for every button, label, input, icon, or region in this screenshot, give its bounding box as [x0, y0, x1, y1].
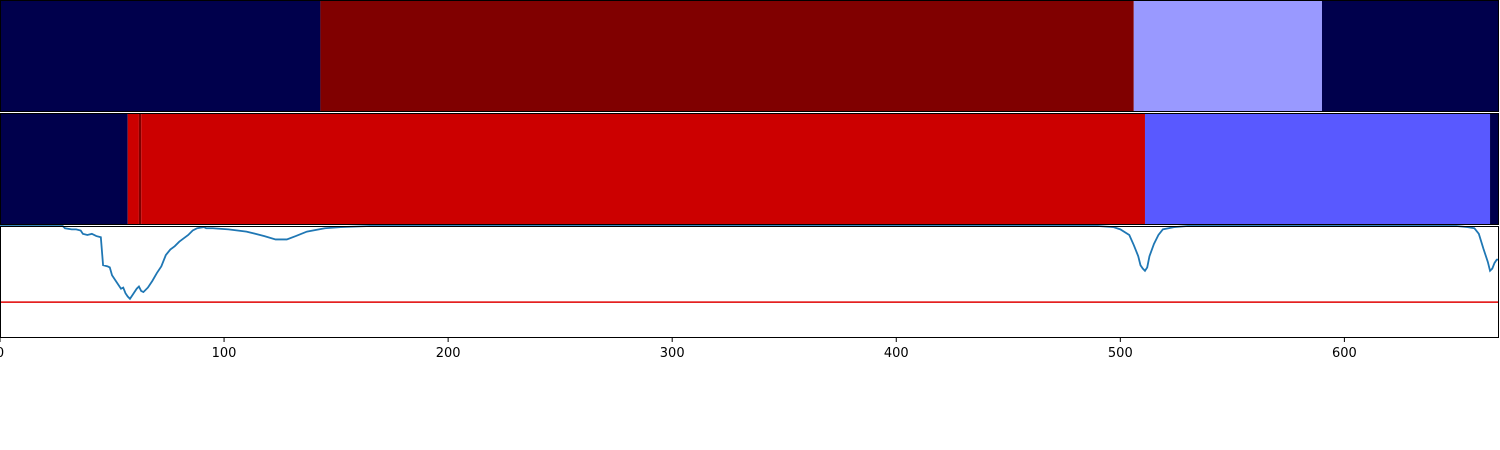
heatmap-segment — [138, 113, 142, 225]
panel-frame — [0, 113, 1499, 225]
series-line — [0, 225, 1499, 301]
heatmap-segment — [127, 113, 139, 225]
x-tick-label: 0 — [0, 346, 4, 361]
heatmap-segment — [1321, 0, 1499, 112]
heatmap-segment — [1133, 0, 1322, 112]
x-axis: 0 100 200 300 400 500 600 — [0, 338, 1357, 361]
x-tick-label: 600 — [1332, 346, 1357, 361]
heatmap-segment — [141, 113, 1145, 225]
plot-background — [0, 226, 1499, 338]
x-tick-label: 400 — [884, 346, 909, 361]
panel-frame — [0, 0, 1499, 112]
heatmap-panel-middle — [0, 113, 1499, 225]
heatmap-segment — [1144, 113, 1491, 225]
heatmap-segment — [0, 0, 321, 112]
heatmap-segment — [320, 0, 1134, 112]
heatmap-segment — [1490, 113, 1499, 225]
heatmap-segment — [0, 113, 128, 225]
x-tick-label: 500 — [1108, 346, 1133, 361]
x-tick-label: 200 — [436, 346, 461, 361]
line-panel-bottom — [0, 225, 1499, 338]
panel-frame — [0, 226, 1499, 338]
x-tick-label: 100 — [212, 346, 237, 361]
heatmap-panel-top — [0, 0, 1499, 112]
x-tick-label: 300 — [660, 346, 685, 361]
